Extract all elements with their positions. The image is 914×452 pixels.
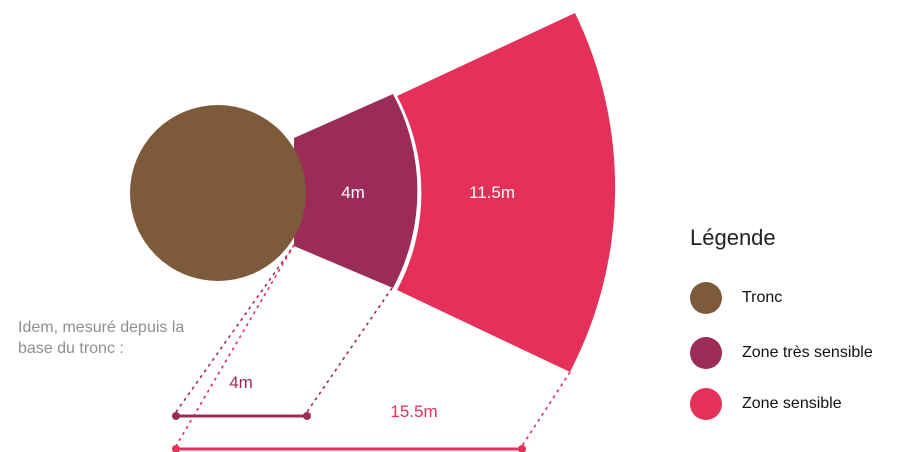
projection-line-trunk-right: [307, 288, 392, 412]
short-measure-label: 4m: [229, 373, 253, 392]
short-measure-start-dot: [172, 412, 180, 420]
long-measure-label: 15.5m: [390, 402, 437, 421]
projection-line-sensitive-right: [522, 372, 570, 446]
very-sensitive-swatch-icon: [690, 337, 722, 369]
very-sensitive-width-label: 4m: [341, 183, 365, 202]
long-measure-end-dot: [518, 445, 526, 452]
legend-label-trunk: Tronc: [742, 289, 782, 307]
sensitive-swatch-icon: [690, 388, 722, 420]
legend-item-trunk: Tronc: [690, 282, 782, 314]
short-measure-end-dot: [303, 412, 311, 420]
trunk-swatch-icon: [690, 282, 722, 314]
trunk-circle: [130, 105, 306, 281]
legend-item-very-sensitive: Zone très sensible: [690, 337, 873, 369]
legend-title: Légende: [690, 225, 776, 251]
legend-item-sensitive: Zone sensible: [690, 388, 842, 420]
sensitive-width-label: 11.5m: [469, 183, 515, 202]
legend-label-very-sensitive: Zone très sensible: [742, 344, 873, 362]
legend-label-sensitive: Zone sensible: [742, 395, 842, 413]
long-measure-start-dot: [172, 445, 180, 452]
measure-note: Idem, mesuré depuis la base du tronc :: [18, 318, 188, 359]
